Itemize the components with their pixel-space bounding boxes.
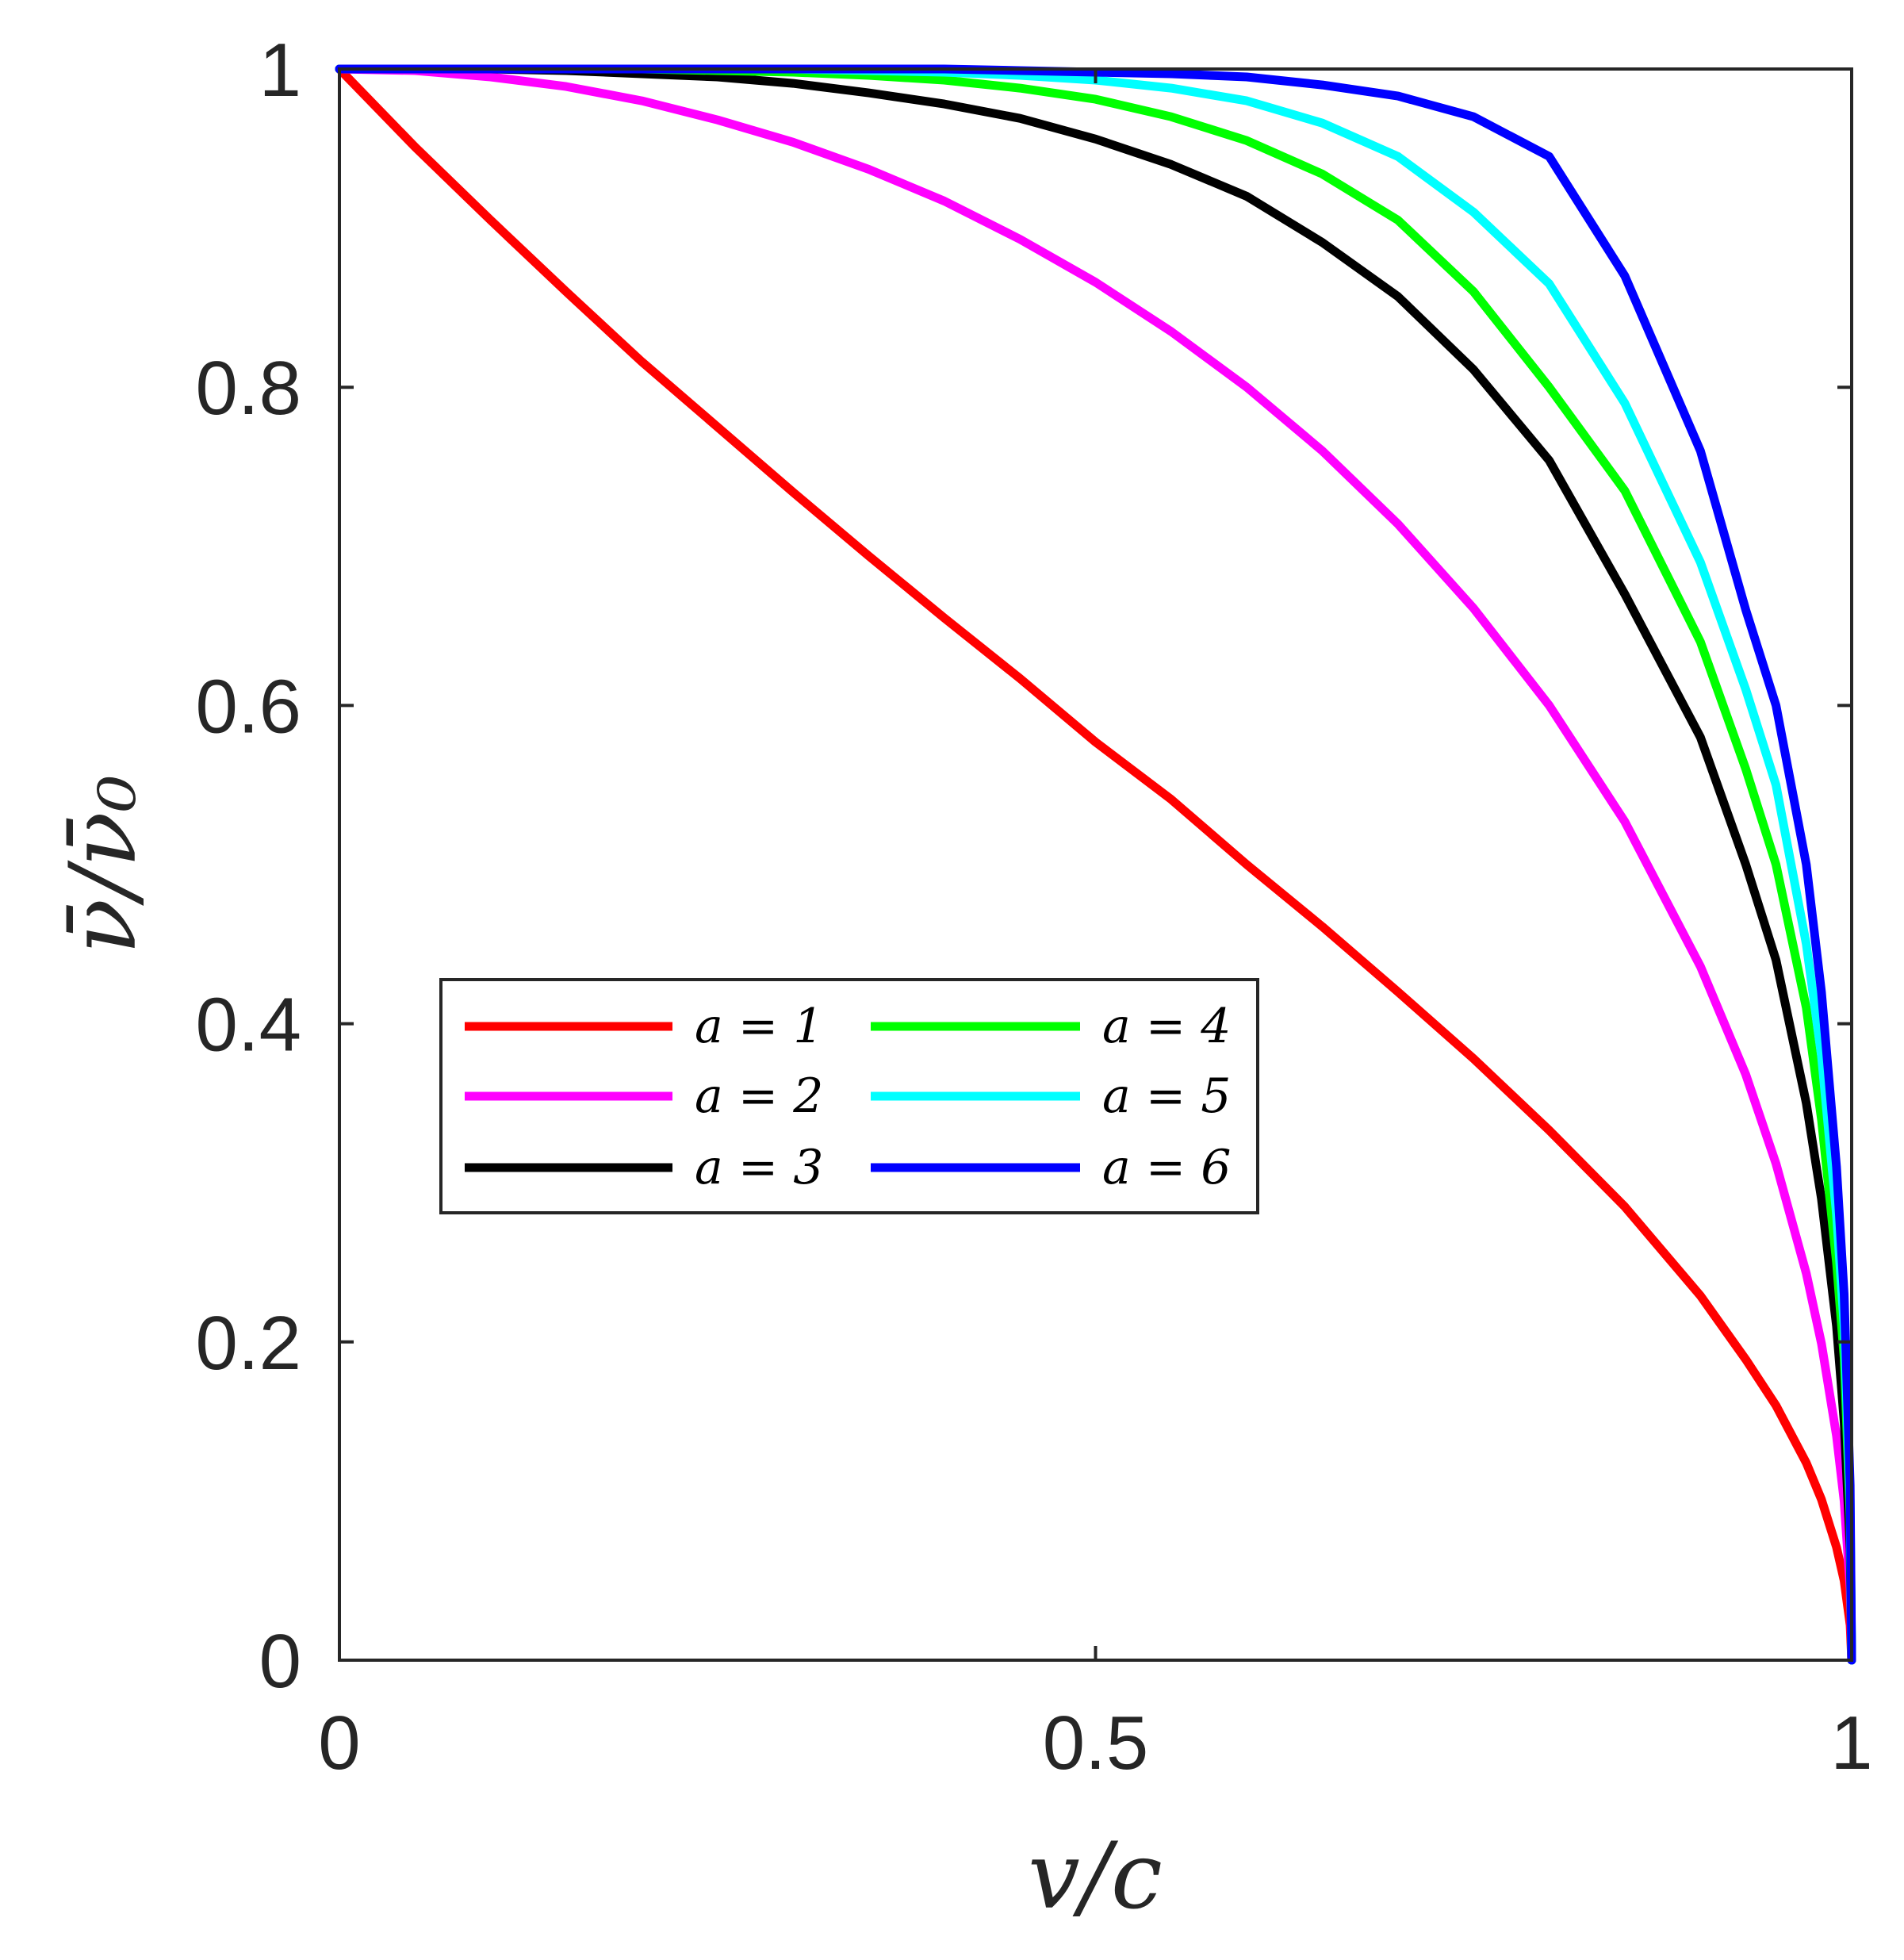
tick-labels-layer: 0 0.5 1 0 0.2 0.4 0.6 0.8 1 (196, 28, 1873, 1785)
legend-label-6: a = 6 (1102, 1140, 1231, 1195)
legend-label-1: a = 1 (695, 999, 823, 1054)
y-tick-label: 0.6 (196, 664, 301, 749)
legend-label-3: a = 3 (695, 1140, 823, 1195)
legend-label-5: a = 5 (1102, 1068, 1231, 1124)
legend: a = 1 a = 2 a = 3 a = 4 a = 5 a = 6 (439, 978, 1259, 1214)
plot-area-frame (338, 67, 1853, 1662)
x-tick-label: 0.5 (1043, 1701, 1148, 1785)
x-tick-label: 0 (318, 1701, 360, 1785)
y-tick-label: 0.2 (196, 1301, 301, 1386)
y-tick-label: 0.4 (196, 983, 301, 1068)
x-axis-label: v/c (1028, 1823, 1163, 1930)
y-tick-label: 1 (259, 28, 301, 113)
y-tick-label: 0.8 (196, 346, 301, 431)
series-line-2 (335, 64, 1856, 1665)
x-tick-label: 1 (1830, 1701, 1872, 1785)
legend-label-2: a = 2 (695, 1068, 823, 1124)
y-tick-label: 0 (259, 1619, 301, 1704)
y-axis-label: ν̄/ν̄₀ (50, 775, 157, 955)
series-line-1 (335, 64, 1856, 1665)
series-line-3 (335, 64, 1856, 1665)
legend-label-4: a = 4 (1102, 999, 1231, 1054)
